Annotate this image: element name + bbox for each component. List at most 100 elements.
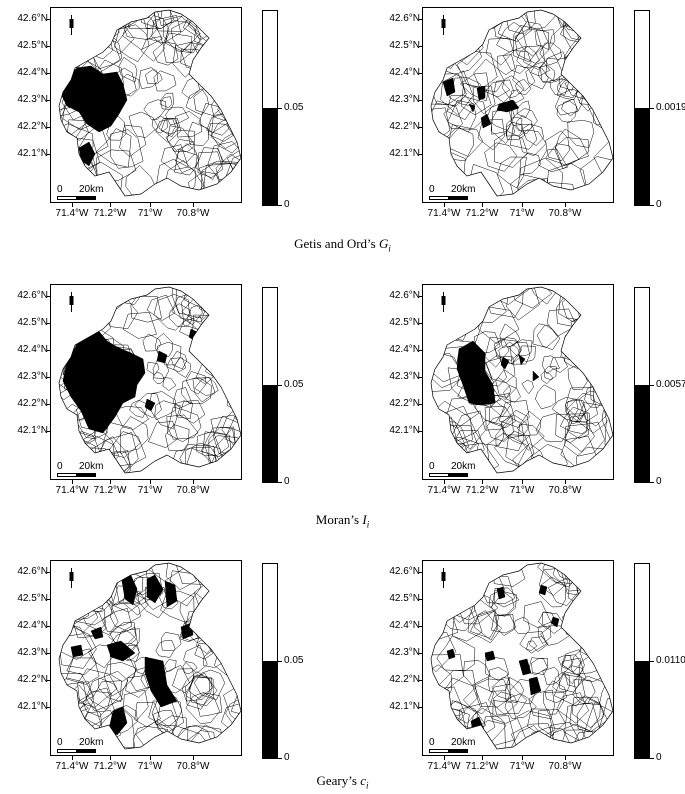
scale-zero-label: 0	[429, 461, 435, 472]
longitude-label: 71.2°W	[465, 485, 499, 496]
longitude-tick	[482, 203, 483, 207]
longitude-label: 71.2°W	[93, 485, 127, 496]
significant-region	[528, 676, 542, 696]
legend-bar	[634, 10, 650, 206]
legend-tick	[278, 758, 282, 759]
significant-region	[500, 356, 510, 370]
longitude-label: 71.2°W	[93, 761, 127, 772]
longitude-label: 70.8°W	[176, 208, 210, 219]
significant-region	[62, 328, 146, 434]
region-outline	[58, 9, 241, 197]
legend-threshold-label: 0.05	[284, 655, 304, 666]
longitude-label: 70.8°W	[548, 485, 582, 496]
legend-fill	[635, 385, 649, 482]
longitude-label: 71.4°W	[55, 485, 89, 496]
significant-region	[156, 350, 168, 364]
longitude-tick	[72, 480, 73, 484]
significant-region	[476, 85, 486, 101]
latitude-tick	[419, 296, 423, 297]
latitude-label: 42.4°N	[389, 620, 420, 631]
scale-bar: 0 20km	[57, 738, 127, 754]
north-arrow-icon	[69, 292, 74, 312]
longitude-label: 71°W	[509, 761, 535, 772]
scale-distance-label: 20km	[79, 461, 104, 472]
legend-threshold-label: 0.05	[284, 379, 304, 390]
latitude-label: 42.2°N	[17, 121, 48, 132]
latitude-label: 42.4°N	[17, 67, 48, 78]
latitude-tick	[47, 154, 51, 155]
latitude-label: 42.1°N	[389, 148, 420, 159]
town-boundaries	[431, 287, 613, 473]
legend-tick	[278, 205, 282, 206]
latitude-label: 42.6°N	[389, 13, 420, 24]
longitude-tick	[522, 203, 523, 207]
longitude-label: 71°W	[137, 761, 163, 772]
latitude-tick	[47, 653, 51, 654]
longitude-tick	[150, 203, 151, 207]
significant-region	[550, 616, 560, 628]
significant-region	[446, 648, 456, 660]
latitude-tick	[419, 127, 423, 128]
legend-tick	[650, 108, 654, 109]
region-outline	[430, 9, 613, 197]
longitude-tick	[482, 756, 483, 760]
longitude-label: 71.4°W	[427, 485, 461, 496]
latitude-tick	[47, 680, 51, 681]
significant-region	[146, 574, 164, 604]
longitude-label: 71.4°W	[55, 761, 89, 772]
latitude-label: 42.6°N	[389, 566, 420, 577]
latitude-label: 42.5°N	[17, 317, 48, 328]
scale-distance-label: 20km	[79, 184, 104, 195]
scale-distance-label: 20km	[451, 184, 476, 195]
legend-tick	[650, 205, 654, 206]
latitude-tick	[47, 73, 51, 74]
significant-region	[518, 354, 526, 366]
scale-bar: 0 20km	[57, 462, 127, 478]
legend-threshold-label: 0.01107	[656, 655, 685, 666]
longitude-tick	[444, 756, 445, 760]
latitude-label: 42.4°N	[389, 67, 420, 78]
longitude-label: 71.4°W	[55, 208, 89, 219]
choropleth-map	[58, 286, 241, 474]
legend-tick	[650, 385, 654, 386]
town-boundaries	[59, 287, 241, 473]
longitude-tick	[110, 480, 111, 484]
town-boundaries	[431, 10, 613, 196]
longitude-label: 71.4°W	[427, 208, 461, 219]
longitude-tick	[193, 756, 194, 760]
scale-bar: 0 20km	[429, 462, 499, 478]
longitude-label: 70.8°W	[548, 208, 582, 219]
scale-zero-label: 0	[429, 184, 435, 195]
latitude-tick	[47, 46, 51, 47]
legend-bar	[262, 10, 278, 206]
latitude-label: 42.1°N	[17, 425, 48, 436]
latitude-tick	[419, 707, 423, 708]
legend-threshold-label: 0.00198	[656, 102, 685, 113]
latitude-tick	[47, 19, 51, 20]
legend-zero-label: 0	[284, 476, 290, 487]
figure-caption: Moran’s Ii	[315, 512, 370, 530]
longitude-tick	[150, 480, 151, 484]
latitude-tick	[419, 404, 423, 405]
legend-tick	[650, 758, 654, 759]
latitude-label: 42.2°N	[17, 674, 48, 685]
significant-region	[108, 706, 128, 736]
longitude-tick	[72, 756, 73, 760]
scale-bar: 0 20km	[57, 185, 127, 201]
latitude-label: 42.5°N	[389, 317, 420, 328]
significant-region	[144, 656, 178, 708]
legend-threshold-label: 0.05	[284, 102, 304, 113]
latitude-label: 42.2°N	[389, 121, 420, 132]
latitude-label: 42.6°N	[17, 13, 48, 24]
latitude-label: 42.2°N	[389, 674, 420, 685]
choropleth-map	[430, 562, 613, 750]
town-boundaries	[59, 563, 241, 749]
scale-zero-label: 0	[57, 737, 63, 748]
region-outline	[58, 562, 241, 750]
longitude-label: 71°W	[509, 208, 535, 219]
map-panel: 42.6°N 42.5°N 42.4°N 42.3°N 42.2°N 42.1°N 0 20k…	[384, 558, 685, 778]
latitude-label: 42.2°N	[389, 398, 420, 409]
latitude-label: 42.2°N	[17, 398, 48, 409]
significant-region	[164, 580, 178, 608]
significant-region	[468, 103, 476, 113]
